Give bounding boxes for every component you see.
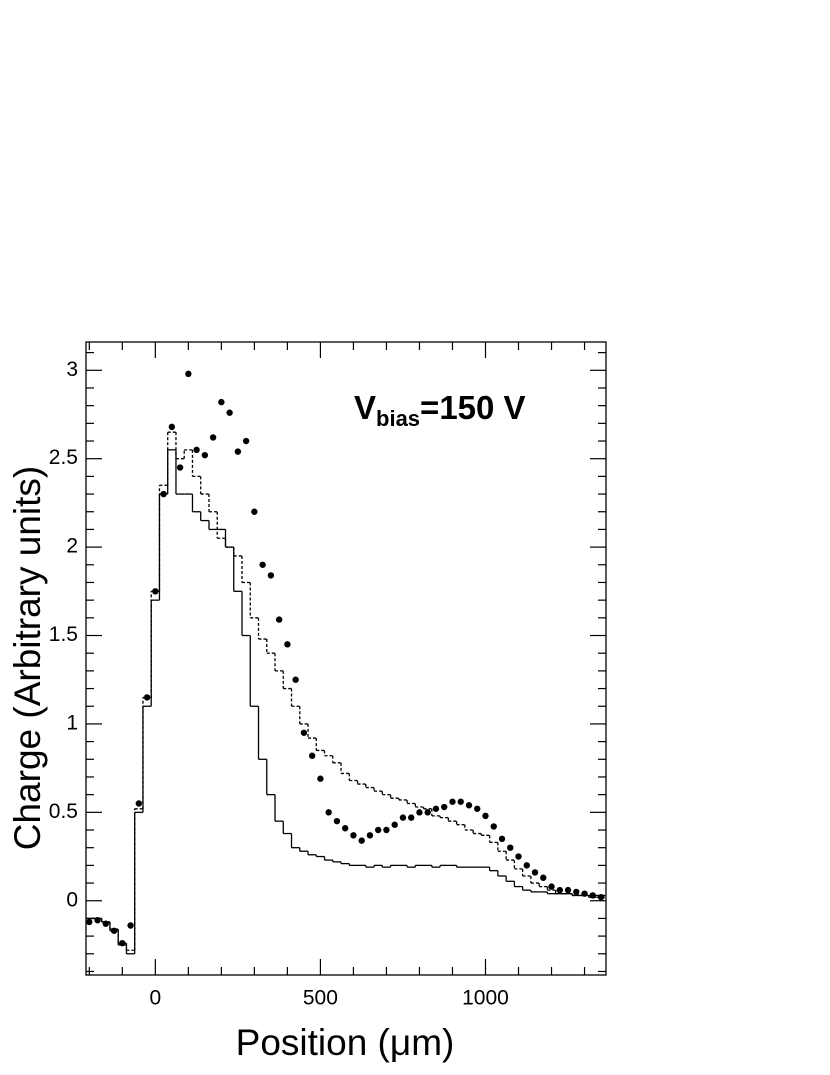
data-point <box>292 676 299 683</box>
y-tick-label: 3 <box>66 358 78 381</box>
data-point <box>135 800 143 807</box>
data-point <box>465 802 473 809</box>
data-point <box>383 826 390 834</box>
data-point <box>424 809 431 816</box>
data-point <box>523 862 530 869</box>
y-tick-label: 0 <box>66 888 78 911</box>
data-point <box>432 805 440 812</box>
y-axis-label: Charge (Arbitrary units) <box>7 466 48 851</box>
data-point <box>284 641 291 648</box>
data-point <box>209 434 217 441</box>
data-point <box>333 817 341 825</box>
data-point <box>540 874 547 881</box>
data-point <box>127 922 134 929</box>
data-point <box>457 798 464 805</box>
y-tick-label: 1 <box>66 711 78 734</box>
data-point <box>234 448 242 455</box>
data-point <box>573 888 580 896</box>
data-point <box>325 809 332 816</box>
x-tick-label: 1000 <box>462 987 509 1010</box>
data-point <box>259 561 266 568</box>
data-point <box>548 883 555 890</box>
x-tick-label: 500 <box>303 987 338 1010</box>
y-tick-label: 2.5 <box>49 446 78 469</box>
data-point <box>201 451 209 459</box>
data-point <box>317 775 324 782</box>
data-point <box>275 616 283 623</box>
data-point <box>242 437 250 445</box>
data-point <box>267 572 275 579</box>
data-point <box>308 752 316 759</box>
data-point <box>474 805 481 812</box>
data-point <box>556 886 563 894</box>
data-point <box>366 832 374 839</box>
y-tick-label: 0.5 <box>49 800 78 823</box>
data-point <box>441 803 448 811</box>
data-point <box>374 826 382 834</box>
annotation-rest: =150 V <box>420 389 526 426</box>
data-point <box>193 446 200 454</box>
annotation-main: V <box>354 389 376 426</box>
data-point <box>408 814 415 821</box>
data-point <box>498 835 506 843</box>
data-point <box>564 886 572 894</box>
data-point <box>507 844 514 851</box>
data-point <box>449 798 456 805</box>
y-tick-label: 2 <box>66 535 78 558</box>
annotation: Vbias=150 V <box>354 389 526 431</box>
x-axis-label: Position (μm) <box>236 1022 455 1063</box>
data-point <box>341 825 349 832</box>
data-point <box>490 823 497 830</box>
data-point <box>358 837 365 844</box>
data-point <box>515 853 522 860</box>
data-point <box>218 398 225 406</box>
data-point <box>251 508 258 515</box>
plot-frame <box>85 341 607 976</box>
data-point <box>391 821 398 828</box>
annotation-sub: bias <box>376 406 420 431</box>
data-point <box>482 812 489 820</box>
data-point <box>399 814 407 821</box>
data-point <box>416 809 423 816</box>
data-point <box>350 832 357 839</box>
data-point <box>143 694 151 701</box>
data-point <box>185 370 192 378</box>
x-tick-label: 0 <box>149 987 161 1010</box>
data-point <box>168 423 176 431</box>
data-point <box>300 729 308 736</box>
data-point <box>86 918 93 926</box>
data-point <box>152 588 159 595</box>
data-point <box>531 869 539 876</box>
y-tick-label: 1.5 <box>49 623 78 646</box>
data-point <box>226 409 233 416</box>
data-point <box>176 464 184 471</box>
